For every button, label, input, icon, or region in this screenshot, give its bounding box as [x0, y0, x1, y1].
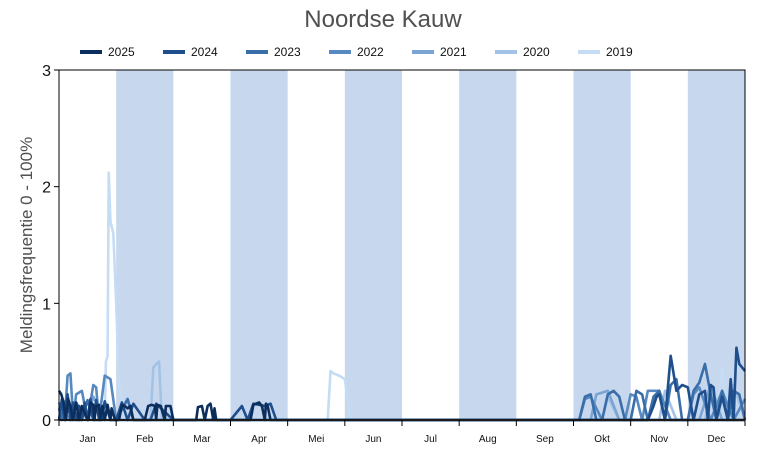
x-tick-label-okt: Okt	[594, 434, 610, 445]
shade-jun	[344, 70, 402, 420]
legend-label-2023: 2023	[274, 45, 301, 59]
y-tick-label: 1	[42, 296, 51, 313]
x-tick-label-mar: Mar	[193, 434, 211, 445]
x-tick-label-apr: Apr	[251, 434, 267, 445]
legend-label-2020: 2020	[523, 45, 550, 59]
y-tick-label: 2	[42, 180, 51, 197]
x-tick-label-jul: Jul	[424, 434, 437, 445]
legend-label-2021: 2021	[440, 45, 467, 59]
legend-label-2019: 2019	[606, 45, 633, 59]
x-tick-label-aug: Aug	[479, 434, 497, 445]
legend-label-2025: 2025	[108, 45, 135, 59]
shade-okt	[573, 70, 631, 420]
shade-aug	[459, 70, 517, 420]
legend: 2025 2024 2023 2022 2021 2020 2019	[80, 45, 633, 59]
legend-label-2022: 2022	[357, 45, 384, 59]
y-axis-label: Meldingsfrequentie 0 - 100%	[17, 137, 36, 353]
axes: 0 1 2 3 Jan Feb Mar Apr Mei Jun Jul Aug Sep Okt Nov Dec	[42, 63, 746, 445]
legend-label-2024: 2024	[191, 45, 218, 59]
x-tick-label-dec: Dec	[708, 434, 726, 445]
x-tick-label-jan: Jan	[80, 434, 96, 445]
x-tick-label-mei: Mei	[308, 434, 324, 445]
x-tick-label-sep: Sep	[536, 434, 554, 445]
y-tick-label: 3	[42, 63, 51, 80]
y-tick-label: 0	[42, 413, 51, 430]
x-tick-label-feb: Feb	[136, 434, 154, 445]
x-tick-label-nov: Nov	[650, 434, 668, 445]
chart-title: Noordse Kauw	[304, 6, 462, 33]
month-shading	[116, 70, 745, 420]
shade-feb	[116, 70, 174, 420]
shade-apr	[230, 70, 288, 420]
x-tick-label-jun: Jun	[365, 434, 381, 445]
